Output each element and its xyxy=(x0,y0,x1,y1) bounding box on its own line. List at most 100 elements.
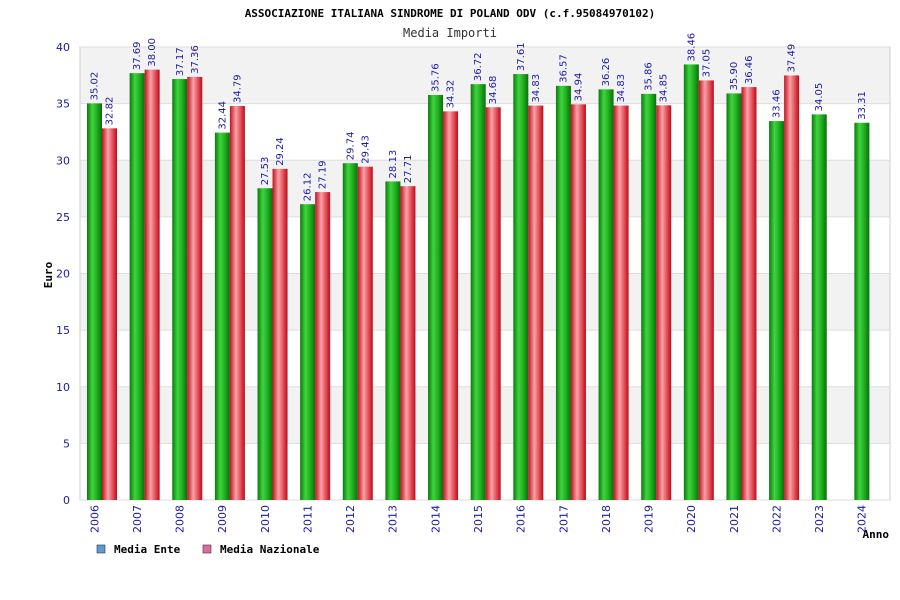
data-label-media-ente-2023: 34.05 xyxy=(814,83,825,112)
data-label-media-nazionale-2019: 34.85 xyxy=(659,74,670,103)
x-tick-label-2012: 2012 xyxy=(344,505,357,533)
data-label-media-ente-2019: 35.86 xyxy=(644,62,655,91)
x-tick-label-2021: 2021 xyxy=(728,505,741,533)
x-tick-label-2022: 2022 xyxy=(770,505,783,533)
data-label-media-ente-2018: 36.26 xyxy=(601,58,612,87)
data-label-media-nazionale-2016: 34.83 xyxy=(531,74,542,103)
y-tick-label: 25 xyxy=(56,211,70,224)
x-tick-label-2007: 2007 xyxy=(131,505,144,533)
legend-swatch-media-nazionale xyxy=(202,544,212,554)
x-tick-label-2006: 2006 xyxy=(88,505,101,533)
data-label-media-nazionale-2007: 38.00 xyxy=(147,38,158,67)
bars xyxy=(87,64,870,501)
data-label-media-ente-2012: 29.74 xyxy=(345,132,356,161)
x-axis-ticks: 2006 2007 2008 2009 2010 2011 2012 2013 2014 2015… xyxy=(88,505,868,533)
bar-media-ente-2023 xyxy=(811,114,827,500)
data-label-media-ente-2014: 35.76 xyxy=(431,63,442,92)
bar-media-nazionale-2011 xyxy=(315,192,331,501)
x-tick-label-2013: 2013 xyxy=(387,505,400,533)
bar-media-ente-2015 xyxy=(470,84,486,501)
bar-media-nazionale-2013 xyxy=(400,186,416,500)
data-label-media-nazionale-2006: 32.82 xyxy=(105,97,116,126)
x-tick-label-2009: 2009 xyxy=(216,505,229,533)
data-label-media-ente-2016: 37.61 xyxy=(516,42,527,71)
data-label-media-ente-2024: 33.31 xyxy=(857,91,868,120)
bar-media-nazionale-2019 xyxy=(656,105,672,500)
y-tick-label: 10 xyxy=(56,381,70,394)
bar-media-nazionale-2010 xyxy=(272,168,288,500)
x-tick-label-2018: 2018 xyxy=(600,505,613,533)
chart-title: ASSOCIAZIONE ITALIANA SINDROME DI POLAND… xyxy=(245,7,656,20)
bar-media-ente-2020 xyxy=(683,64,699,501)
x-tick-label-2024: 2024 xyxy=(856,505,869,533)
data-label-media-ente-2006: 35.02 xyxy=(90,72,101,101)
bar-media-ente-2024 xyxy=(854,122,870,500)
bar-media-ente-2016 xyxy=(513,74,529,501)
x-tick-label-2023: 2023 xyxy=(813,505,826,533)
bar-media-nazionale-2006 xyxy=(102,128,117,500)
x-tick-label-2019: 2019 xyxy=(643,505,656,533)
data-label-media-ente-2017: 36.57 xyxy=(558,54,569,83)
data-label-media-nazionale-2011: 27.19 xyxy=(318,160,329,189)
bar-media-nazionale-2021 xyxy=(741,87,757,500)
bar-media-ente-2007 xyxy=(129,73,145,500)
data-label-media-nazionale-2022: 37.49 xyxy=(787,44,798,73)
legend-label-media-nazionale: Media Nazionale xyxy=(220,543,320,556)
x-tick-label-2020: 2020 xyxy=(685,505,698,533)
data-label-media-nazionale-2020: 37.05 xyxy=(701,49,712,78)
bar-media-ente-2006 xyxy=(87,103,102,500)
x-tick-label-2008: 2008 xyxy=(174,505,187,533)
x-tick-label-2016: 2016 xyxy=(515,505,528,533)
data-label-media-nazionale-2021: 36.46 xyxy=(744,55,755,84)
data-label-media-ente-2011: 26.12 xyxy=(303,173,314,202)
y-axis-label: Euro xyxy=(42,261,55,288)
bar-media-ente-2008 xyxy=(172,79,188,501)
x-axis-label: Anno xyxy=(863,528,890,541)
bar-media-nazionale-2020 xyxy=(698,80,714,500)
bar-media-nazionale-2018 xyxy=(613,105,629,501)
data-label-media-nazionale-2009: 34.79 xyxy=(232,74,243,103)
legend-label-media-ente: Media Ente xyxy=(114,543,181,556)
bar-media-ente-2021 xyxy=(726,93,742,501)
bar-media-ente-2017 xyxy=(555,85,571,500)
data-label-media-nazionale-2008: 37.36 xyxy=(190,45,201,74)
chart-subtitle: Media Importi xyxy=(403,26,497,40)
x-tick-label-2015: 2015 xyxy=(472,505,485,533)
y-axis-ticks: 0 5 10 15 20 25 30 35 40 xyxy=(56,41,70,507)
data-label-media-nazionale-2010: 29.24 xyxy=(275,137,286,166)
bar-media-nazionale-2009 xyxy=(229,106,245,501)
bar-media-ente-2019 xyxy=(641,93,657,500)
data-label-media-ente-2021: 35.90 xyxy=(729,62,740,91)
data-label-media-nazionale-2012: 29.43 xyxy=(360,135,371,164)
x-tick-label-2014: 2014 xyxy=(429,505,442,533)
bar-media-ente-2014 xyxy=(428,95,444,500)
bar-media-nazionale-2022 xyxy=(784,75,800,500)
bar-media-ente-2010 xyxy=(257,188,273,500)
y-tick-label: 35 xyxy=(56,98,70,111)
data-label-media-ente-2007: 37.69 xyxy=(132,42,143,71)
data-label-media-ente-2009: 32.44 xyxy=(217,101,228,130)
data-label-media-ente-2022: 33.46 xyxy=(772,89,783,118)
y-tick-label: 30 xyxy=(56,154,70,167)
bar-media-nazionale-2012 xyxy=(357,166,373,500)
data-label-media-nazionale-2018: 34.83 xyxy=(616,74,627,103)
data-labels: 35.02 32.82 37.69 38.00 37.17 37.36 32.44 34.79… xyxy=(90,33,868,201)
x-tick-label-2010: 2010 xyxy=(259,505,272,533)
x-tick-label-2011: 2011 xyxy=(301,505,314,533)
bar-media-nazionale-2017 xyxy=(570,104,586,500)
data-label-media-ente-2013: 28.13 xyxy=(388,150,399,179)
bar-media-nazionale-2008 xyxy=(187,76,203,500)
y-tick-label: 5 xyxy=(63,437,70,450)
data-label-media-nazionale-2013: 27.71 xyxy=(403,155,414,184)
y-tick-label: 0 xyxy=(63,494,70,507)
bar-media-nazionale-2015 xyxy=(485,107,501,501)
data-label-media-ente-2008: 37.17 xyxy=(175,47,186,76)
bar-media-ente-2012 xyxy=(342,163,358,500)
bar-media-ente-2011 xyxy=(300,204,316,501)
data-label-media-ente-2020: 38.46 xyxy=(686,33,697,62)
legend: Media Ente Media Nazionale xyxy=(96,543,320,556)
bar-media-ente-2022 xyxy=(769,121,785,501)
bar-media-nazionale-2007 xyxy=(144,69,160,501)
x-tick-label-2017: 2017 xyxy=(557,505,570,533)
